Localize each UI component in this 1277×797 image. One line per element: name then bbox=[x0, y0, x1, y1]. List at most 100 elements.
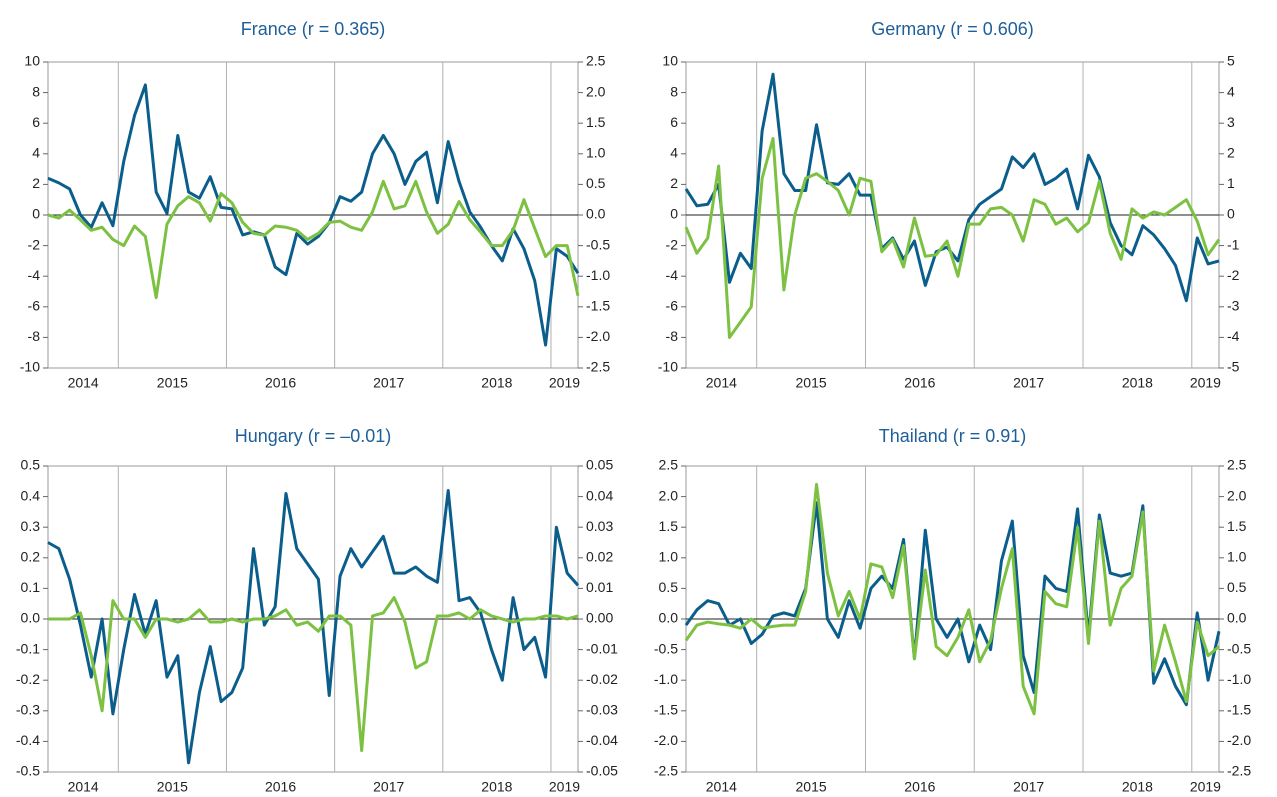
y2-tick-label: -1.0 bbox=[1227, 671, 1251, 687]
x-tick-label: 2017 bbox=[373, 375, 404, 391]
panel: France (r = 0.365)2014 2015 2016 2017 2018 20… bbox=[20, 19, 611, 391]
series-line bbox=[47, 179, 580, 300]
x-tick-label: 2017 bbox=[373, 779, 404, 795]
y-tick-label: 10 bbox=[24, 53, 40, 69]
y-tick-label: -10 bbox=[20, 359, 40, 375]
y2-tick-label: -0.01 bbox=[586, 640, 618, 656]
x-tick-label: 2014 bbox=[706, 375, 737, 391]
y2-tick-label: 1.0 bbox=[1227, 549, 1247, 565]
y2-tick-label: -0.02 bbox=[586, 671, 618, 687]
y2-tick-label: -2.0 bbox=[586, 328, 610, 344]
y2-tick-label: 5 bbox=[1227, 53, 1235, 69]
y-tick-label: 0 bbox=[670, 206, 678, 222]
y2-tick-label: 0.01 bbox=[586, 579, 613, 595]
y-tick-label: -0.4 bbox=[16, 732, 40, 748]
y-tick-label: -2.0 bbox=[654, 732, 678, 748]
y-tick-label: -2 bbox=[28, 236, 41, 252]
y-tick-label: -0.5 bbox=[654, 640, 678, 656]
y-tick-label: -10 bbox=[658, 359, 678, 375]
y-tick-label: -0.3 bbox=[16, 702, 40, 718]
x-tick-label: 2018 bbox=[1122, 779, 1153, 795]
y2-tick-label: 1.5 bbox=[586, 114, 606, 130]
y-tick-label: -0.1 bbox=[16, 640, 40, 656]
y-tick-label: 0.0 bbox=[21, 610, 41, 626]
y-tick-label: 2 bbox=[670, 175, 678, 191]
panel-title: Germany (r = 0.606) bbox=[871, 19, 1034, 39]
y-tick-label: -4 bbox=[28, 267, 41, 283]
y2-tick-label: 0.5 bbox=[1227, 579, 1247, 595]
y2-tick-label: -4 bbox=[1227, 328, 1240, 344]
x-tick-label: 2018 bbox=[481, 375, 512, 391]
panel: Thailand (r = 0.91) 2014 2015 2016 2017 2018 2… bbox=[654, 426, 1251, 795]
y2-tick-label: 1.0 bbox=[586, 145, 606, 161]
series-line bbox=[48, 596, 579, 753]
y2-tick-label: 1.5 bbox=[1227, 518, 1247, 534]
y-tick-label: -6 bbox=[28, 298, 41, 314]
y-tick-label: -2 bbox=[666, 236, 679, 252]
y2-tick-label: 0 bbox=[1227, 206, 1235, 222]
y2-tick-label: 2.0 bbox=[1227, 487, 1247, 503]
y2-tick-label: -0.03 bbox=[586, 702, 618, 718]
y2-tick-label: 0.03 bbox=[586, 518, 613, 534]
y2-tick-label: 0.0 bbox=[586, 206, 606, 222]
panel-title: Hungary (r = –0.01) bbox=[235, 426, 392, 446]
y-tick-label: 0.3 bbox=[21, 518, 41, 534]
y-tick-label: 6 bbox=[32, 114, 40, 130]
y2-tick-label: 3 bbox=[1227, 114, 1235, 130]
x-tick-label: 2019 bbox=[549, 375, 580, 391]
y2-tick-label: -1.0 bbox=[586, 267, 610, 283]
y2-tick-label: 0.0 bbox=[1227, 610, 1247, 626]
y-tick-label: 0.5 bbox=[21, 457, 41, 473]
y2-tick-label: -2 bbox=[1227, 267, 1240, 283]
x-tick-label: 2019 bbox=[549, 779, 580, 795]
y2-tick-label: 4 bbox=[1227, 83, 1235, 99]
x-tick-label: 2016 bbox=[265, 375, 296, 391]
y-tick-label: 0.1 bbox=[21, 579, 41, 595]
panel: Hungary (r = –0.01) 2014 2015 2016 2017 2018 2… bbox=[16, 426, 618, 795]
y-tick-label: -2.5 bbox=[654, 763, 678, 779]
y2-tick-label: 0.02 bbox=[586, 549, 613, 565]
series-line bbox=[684, 482, 1220, 716]
y-tick-label: 2.5 bbox=[659, 457, 679, 473]
y-tick-label: 10 bbox=[662, 53, 678, 69]
y-tick-label: -6 bbox=[666, 298, 679, 314]
x-tick-label: 2015 bbox=[157, 779, 188, 795]
y-tick-label: -1.0 bbox=[654, 671, 678, 687]
y-tick-label: 0.2 bbox=[21, 549, 41, 565]
y-tick-label: 2 bbox=[32, 175, 40, 191]
y-tick-label: 8 bbox=[670, 83, 678, 99]
y2-tick-label: 0.04 bbox=[586, 487, 613, 503]
panel-title: Thailand (r = 0.91) bbox=[879, 426, 1027, 446]
panel-title: France (r = 0.365) bbox=[241, 19, 386, 39]
x-tick-label: 2018 bbox=[481, 779, 512, 795]
y-tick-label: 0 bbox=[32, 206, 40, 222]
y2-tick-label: 2.5 bbox=[1227, 457, 1247, 473]
y2-tick-label: 2.5 bbox=[586, 53, 606, 69]
y2-tick-label: 1 bbox=[1227, 175, 1235, 191]
y2-tick-label: 0.00 bbox=[586, 610, 613, 626]
y2-tick-label: 0.5 bbox=[586, 175, 606, 191]
y-tick-label: -0.2 bbox=[16, 671, 40, 687]
y-tick-label: -8 bbox=[28, 328, 41, 344]
x-tick-label: 2016 bbox=[265, 779, 296, 795]
x-tick-label: 2018 bbox=[1122, 375, 1153, 391]
y-tick-label: 0.0 bbox=[659, 610, 679, 626]
y2-tick-label: -0.5 bbox=[1227, 640, 1251, 656]
series-line bbox=[684, 501, 1221, 707]
x-tick-label: 2019 bbox=[1190, 375, 1221, 391]
y-tick-label: -1.5 bbox=[654, 702, 678, 718]
panel: Germany (r = 0.606)2014 2015 2016 2017 2018 2… bbox=[658, 19, 1240, 391]
y2-tick-label: -0.05 bbox=[586, 763, 618, 779]
y2-tick-label: 2.0 bbox=[586, 83, 606, 99]
x-tick-label: 2016 bbox=[904, 779, 935, 795]
y-tick-label: 2.0 bbox=[659, 487, 679, 503]
y-tick-label: 1.0 bbox=[659, 549, 679, 565]
y-tick-label: 8 bbox=[32, 83, 40, 99]
series-line bbox=[684, 137, 1221, 339]
y2-tick-label: -3 bbox=[1227, 298, 1240, 314]
x-tick-label: 2016 bbox=[904, 375, 935, 391]
series-line bbox=[47, 488, 580, 765]
y-tick-label: 0.5 bbox=[659, 579, 679, 595]
y-tick-label: 6 bbox=[670, 114, 678, 130]
